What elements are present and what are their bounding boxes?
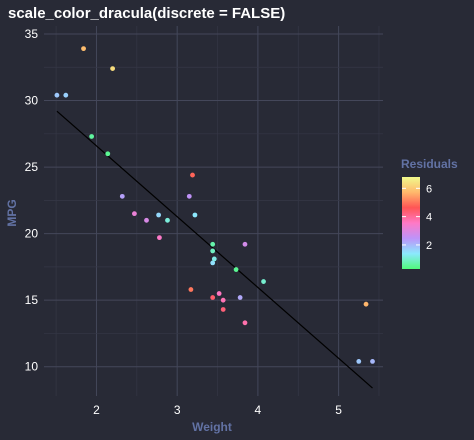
data-point: [237, 295, 243, 300]
x-tick-label: 2: [93, 403, 100, 417]
data-point: [242, 241, 248, 247]
data-point: [211, 256, 217, 262]
data-point: [220, 297, 226, 303]
plot-grid: [44, 26, 383, 396]
data-point: [210, 295, 216, 300]
legend-tick-label: 2: [426, 240, 432, 252]
data-point: [190, 172, 195, 178]
y-tick-label: 35: [25, 27, 39, 41]
regression-line: [56, 110, 373, 389]
data-point: [192, 212, 198, 218]
data-point: [242, 320, 248, 326]
data-point: [233, 267, 239, 272]
y-tick-label: 20: [25, 227, 39, 241]
chart-title: scale_color_dracula(discrete = FALSE): [8, 5, 285, 22]
data-point: [186, 193, 192, 199]
y-tick-label: 15: [25, 293, 39, 307]
y-tick-label: 25: [25, 160, 39, 174]
legend-tick-label: 6: [426, 183, 432, 195]
data-point: [261, 279, 266, 284]
data-point: [105, 151, 111, 157]
legend: Residuals 2 4 6: [401, 157, 458, 269]
x-axis-title: Weight: [192, 420, 232, 434]
x-tick-label: 5: [335, 403, 342, 417]
data-point: [220, 307, 226, 312]
data-point: [210, 248, 216, 254]
data-point: [157, 235, 162, 241]
legend-title: Residuals: [401, 157, 458, 171]
data-point: [54, 92, 60, 98]
x-tick-label: 3: [174, 403, 181, 417]
x-tick-label: 4: [255, 403, 262, 417]
data-point: [81, 46, 86, 52]
data-point: [165, 217, 170, 223]
data-point: [89, 134, 95, 139]
data-point: [110, 66, 116, 71]
y-axis-ticks: 10 15 20 25 30 35: [25, 27, 39, 374]
data-point: [356, 358, 362, 364]
data-point: [156, 212, 162, 218]
y-axis-title: MPG: [5, 199, 19, 226]
data-point: [63, 92, 69, 98]
y-tick-label: 30: [25, 94, 39, 108]
data-point: [119, 193, 125, 199]
data-point: [188, 287, 194, 292]
data-point: [132, 211, 137, 217]
data-points: [54, 46, 375, 364]
data-point: [210, 241, 216, 247]
y-tick-label: 10: [25, 360, 39, 374]
legend-tick-label: 4: [426, 212, 432, 224]
legend-ticks: 2 4 6: [402, 183, 432, 252]
data-point: [144, 217, 149, 223]
data-point: [216, 291, 222, 296]
legend-colorbar: [402, 177, 420, 269]
data-point: [370, 358, 375, 364]
data-point: [210, 260, 216, 266]
x-axis-ticks: 2 3 4 5: [93, 403, 342, 417]
data-point: [363, 301, 369, 307]
